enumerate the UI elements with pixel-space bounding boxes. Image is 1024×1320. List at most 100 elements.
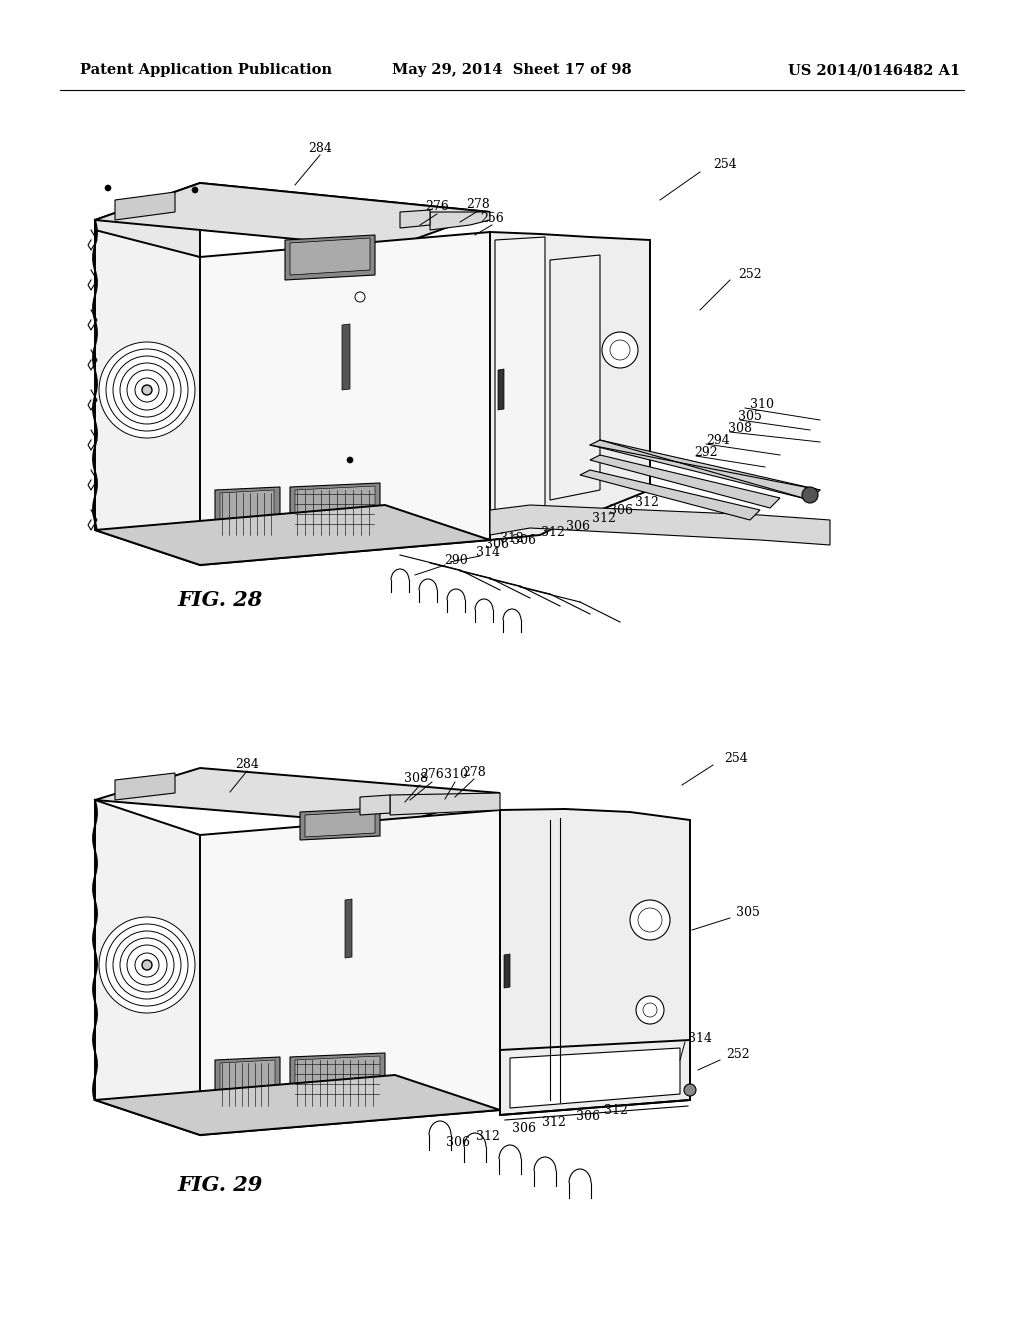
Polygon shape: [510, 1048, 680, 1107]
Polygon shape: [295, 486, 375, 536]
Polygon shape: [490, 506, 830, 545]
Text: FIG. 28: FIG. 28: [177, 590, 262, 610]
Circle shape: [610, 341, 630, 360]
Polygon shape: [95, 506, 490, 565]
Circle shape: [120, 363, 174, 417]
Circle shape: [355, 292, 365, 302]
Polygon shape: [115, 191, 175, 220]
Text: 256: 256: [480, 211, 504, 224]
Circle shape: [142, 385, 152, 395]
Text: 308: 308: [728, 421, 752, 434]
Polygon shape: [495, 238, 545, 531]
Polygon shape: [95, 183, 490, 248]
Text: 306: 306: [446, 1135, 470, 1148]
Polygon shape: [490, 232, 650, 540]
Text: 290: 290: [444, 554, 468, 568]
Polygon shape: [305, 810, 375, 837]
Polygon shape: [590, 440, 820, 500]
Circle shape: [802, 487, 818, 503]
Text: 252: 252: [726, 1048, 750, 1061]
Polygon shape: [504, 954, 510, 987]
Polygon shape: [95, 800, 200, 1135]
Circle shape: [99, 917, 195, 1012]
Text: 312: 312: [592, 511, 616, 524]
Circle shape: [135, 953, 159, 977]
Text: 312: 312: [541, 527, 565, 540]
Circle shape: [106, 924, 188, 1006]
Polygon shape: [342, 323, 350, 389]
Circle shape: [142, 960, 152, 970]
Text: Patent Application Publication: Patent Application Publication: [80, 63, 332, 77]
Polygon shape: [550, 255, 600, 500]
Circle shape: [127, 370, 167, 411]
Polygon shape: [95, 220, 200, 565]
Polygon shape: [200, 810, 500, 1135]
Text: 312: 312: [604, 1104, 628, 1117]
Circle shape: [113, 931, 181, 999]
Polygon shape: [500, 809, 690, 1110]
Polygon shape: [220, 490, 274, 536]
Circle shape: [193, 187, 198, 193]
Polygon shape: [360, 795, 390, 814]
Text: 254: 254: [713, 158, 737, 172]
Polygon shape: [580, 470, 760, 520]
Circle shape: [127, 945, 167, 985]
Polygon shape: [290, 238, 370, 275]
Polygon shape: [300, 808, 380, 840]
Text: 314: 314: [688, 1031, 712, 1044]
Text: 306: 306: [575, 1110, 600, 1122]
Circle shape: [135, 378, 159, 403]
Text: US 2014/0146482 A1: US 2014/0146482 A1: [787, 63, 961, 77]
Circle shape: [638, 908, 662, 932]
Circle shape: [120, 939, 174, 993]
Circle shape: [684, 1084, 696, 1096]
Text: 312: 312: [542, 1117, 566, 1130]
Circle shape: [347, 457, 353, 463]
Polygon shape: [220, 1060, 275, 1107]
Circle shape: [106, 348, 188, 432]
Text: 306: 306: [566, 520, 590, 532]
Circle shape: [113, 356, 181, 424]
Text: 314: 314: [476, 545, 500, 558]
Text: 312: 312: [476, 1130, 500, 1143]
Polygon shape: [95, 183, 490, 257]
Text: 305: 305: [736, 907, 760, 920]
Polygon shape: [290, 483, 380, 540]
Polygon shape: [590, 455, 780, 508]
Text: 276: 276: [420, 768, 443, 781]
Text: 276: 276: [425, 201, 449, 214]
Polygon shape: [95, 768, 500, 825]
Polygon shape: [430, 213, 490, 230]
Text: May 29, 2014  Sheet 17 of 98: May 29, 2014 Sheet 17 of 98: [392, 63, 632, 77]
Text: 306: 306: [512, 1122, 536, 1135]
Polygon shape: [295, 1056, 380, 1107]
Circle shape: [602, 333, 638, 368]
Circle shape: [105, 185, 111, 191]
Text: FIG. 29: FIG. 29: [177, 1175, 262, 1195]
Circle shape: [99, 342, 195, 438]
Text: 310: 310: [750, 397, 774, 411]
Text: 308: 308: [404, 771, 428, 784]
Polygon shape: [95, 1074, 500, 1135]
Text: 312: 312: [635, 495, 658, 508]
Circle shape: [643, 1003, 657, 1016]
Text: 312: 312: [500, 532, 524, 544]
Polygon shape: [345, 899, 352, 958]
Text: 278: 278: [462, 766, 485, 779]
Polygon shape: [215, 487, 280, 540]
Polygon shape: [200, 232, 490, 565]
Text: 292: 292: [694, 446, 718, 458]
Text: 284: 284: [236, 758, 259, 771]
Polygon shape: [498, 370, 504, 411]
Text: 294: 294: [707, 433, 730, 446]
Text: 306: 306: [485, 539, 509, 552]
Text: 310: 310: [444, 768, 468, 781]
Text: 252: 252: [738, 268, 762, 281]
Polygon shape: [215, 1057, 280, 1110]
Polygon shape: [285, 235, 375, 280]
Text: 254: 254: [724, 751, 748, 764]
Text: 278: 278: [466, 198, 489, 210]
Polygon shape: [400, 210, 430, 228]
Polygon shape: [290, 1053, 385, 1110]
Circle shape: [636, 997, 664, 1024]
